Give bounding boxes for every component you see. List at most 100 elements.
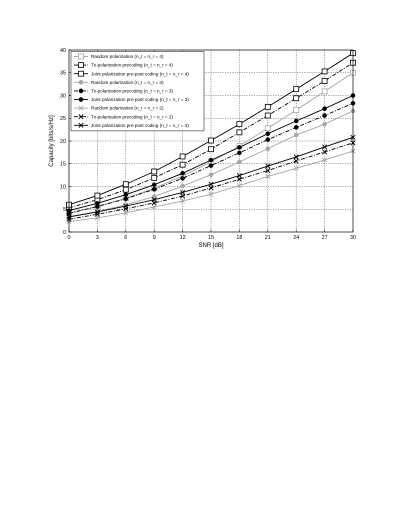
legend-entry: Random polarization (n_t = n_r = 4) — [74, 53, 164, 60]
y-tick-label: 15 — [60, 162, 66, 168]
x-tick-label: 12 — [180, 235, 186, 241]
data-point — [208, 185, 214, 191]
legend-marker — [78, 97, 84, 102]
x-tick-label: 24 — [293, 235, 299, 241]
legend-label: Joint polarization pre-post coding (n_t … — [91, 97, 189, 102]
data-point — [265, 163, 271, 169]
data-point — [180, 198, 186, 204]
data-point — [322, 144, 328, 150]
data-point — [180, 171, 185, 176]
x-axis-label: SNR [dB] — [198, 243, 223, 249]
data-point — [293, 158, 299, 164]
data-point — [322, 121, 327, 127]
data-point — [151, 168, 158, 175]
data-point — [293, 118, 299, 124]
legend-marker — [78, 88, 84, 94]
data-point — [265, 137, 271, 142]
data-point — [293, 95, 300, 102]
x-tick-label: 15 — [208, 235, 214, 241]
data-point — [322, 157, 328, 163]
data-point — [265, 131, 271, 137]
data-point — [293, 154, 299, 160]
data-point — [94, 209, 100, 215]
legend-label: Joint polarization pre-post coding (n_t … — [91, 71, 189, 76]
data-point — [322, 149, 328, 155]
legend-marker — [78, 122, 84, 128]
y-tick-label: 5 — [63, 207, 66, 213]
legend-label: Tx-polarization precoding (n_t = n_r = 3… — [91, 89, 173, 94]
data-point — [151, 186, 157, 192]
x-tick-label: 27 — [322, 235, 328, 241]
data-point — [123, 196, 129, 202]
data-point — [151, 194, 157, 199]
legend-entry: Tx-polarization precoding (n_t = n_r = 3… — [74, 89, 173, 94]
legend-box — [70, 51, 205, 132]
legend: Random polarization (n_t = n_r = 4) Tx-po… — [70, 51, 205, 132]
data-point — [208, 157, 214, 163]
data-point — [151, 182, 157, 187]
legend-entry: Random polarization (n_t = n_r = 2) — [74, 105, 164, 111]
data-point — [264, 112, 271, 119]
data-point — [95, 201, 100, 206]
legend-label: Random polarization (n_t = n_r = 2) — [91, 106, 164, 111]
data-point — [122, 181, 129, 188]
data-point — [151, 174, 158, 181]
legend-marker — [78, 53, 84, 60]
data-point — [264, 103, 271, 110]
legend-label: Random polarization (n_t = n_r = 3) — [91, 80, 164, 85]
data-point — [236, 183, 242, 189]
data-point — [94, 211, 100, 217]
data-point — [151, 197, 157, 203]
data-point — [293, 107, 300, 113]
x-tick-label: 21 — [265, 235, 271, 241]
data-point — [321, 88, 328, 95]
data-point — [94, 192, 101, 199]
data-point — [180, 193, 186, 199]
y-tick-label: 25 — [60, 116, 66, 122]
data-point — [123, 210, 129, 216]
data-point — [264, 125, 271, 132]
data-point — [208, 191, 214, 197]
legend-entry: Random polarization (n_t = n_r = 3) — [74, 80, 164, 85]
data-point — [180, 189, 186, 195]
data-point — [265, 173, 271, 180]
data-point — [237, 150, 242, 156]
legend-marker — [78, 105, 84, 111]
x-tick-label: 6 — [124, 235, 127, 241]
data-point — [236, 121, 243, 128]
legend-entry: Tx-polarization precoding (n_t = n_r = 2… — [74, 114, 173, 119]
data-point — [237, 145, 242, 150]
legend-label: Tx-polarization precoding (n_t = n_r = 4… — [91, 63, 173, 68]
y-tick-label: 0 — [63, 230, 66, 236]
data-point — [94, 215, 100, 221]
y-tick-label: 20 — [60, 139, 66, 145]
data-point — [265, 168, 271, 174]
legend-entry: Joint polarization pre-post coding (n_t … — [74, 97, 189, 102]
legend-label: Tx-polarization precoding (n_t = n_r = 2… — [91, 114, 173, 119]
data-point — [123, 192, 129, 197]
data-point — [180, 183, 185, 189]
x-tick-label: 30 — [350, 235, 356, 241]
data-point — [293, 132, 299, 138]
data-point — [293, 86, 300, 93]
data-point — [293, 125, 299, 130]
y-tick-label: 40 — [60, 48, 66, 54]
data-point — [322, 113, 327, 118]
y-axis-label: Capacity [bits/s/Hz] — [49, 115, 55, 167]
data-point — [321, 68, 328, 75]
axis-ticks: 0 3 6 9 12 15 18 21 24 27 30 0 5 10 15 20 25 30 35 40 — [60, 48, 356, 241]
legend-entry: Joint polarization pre-post coding (n_t … — [74, 70, 189, 77]
data-point — [208, 146, 214, 153]
data-point — [179, 153, 186, 160]
legend-label: Joint polarization pre-post coding (n_t … — [91, 123, 189, 128]
x-tick-label: 9 — [153, 235, 156, 241]
legend-entry: Joint polarization pre-post coding (n_t … — [74, 122, 189, 128]
data-point — [208, 181, 214, 187]
data-point — [322, 106, 327, 111]
data-point — [123, 203, 129, 209]
legend-marker — [78, 62, 84, 68]
data-point — [208, 172, 214, 177]
legend-label: Random polarization (n_t = n_r = 4) — [91, 54, 164, 59]
data-point — [236, 129, 243, 136]
